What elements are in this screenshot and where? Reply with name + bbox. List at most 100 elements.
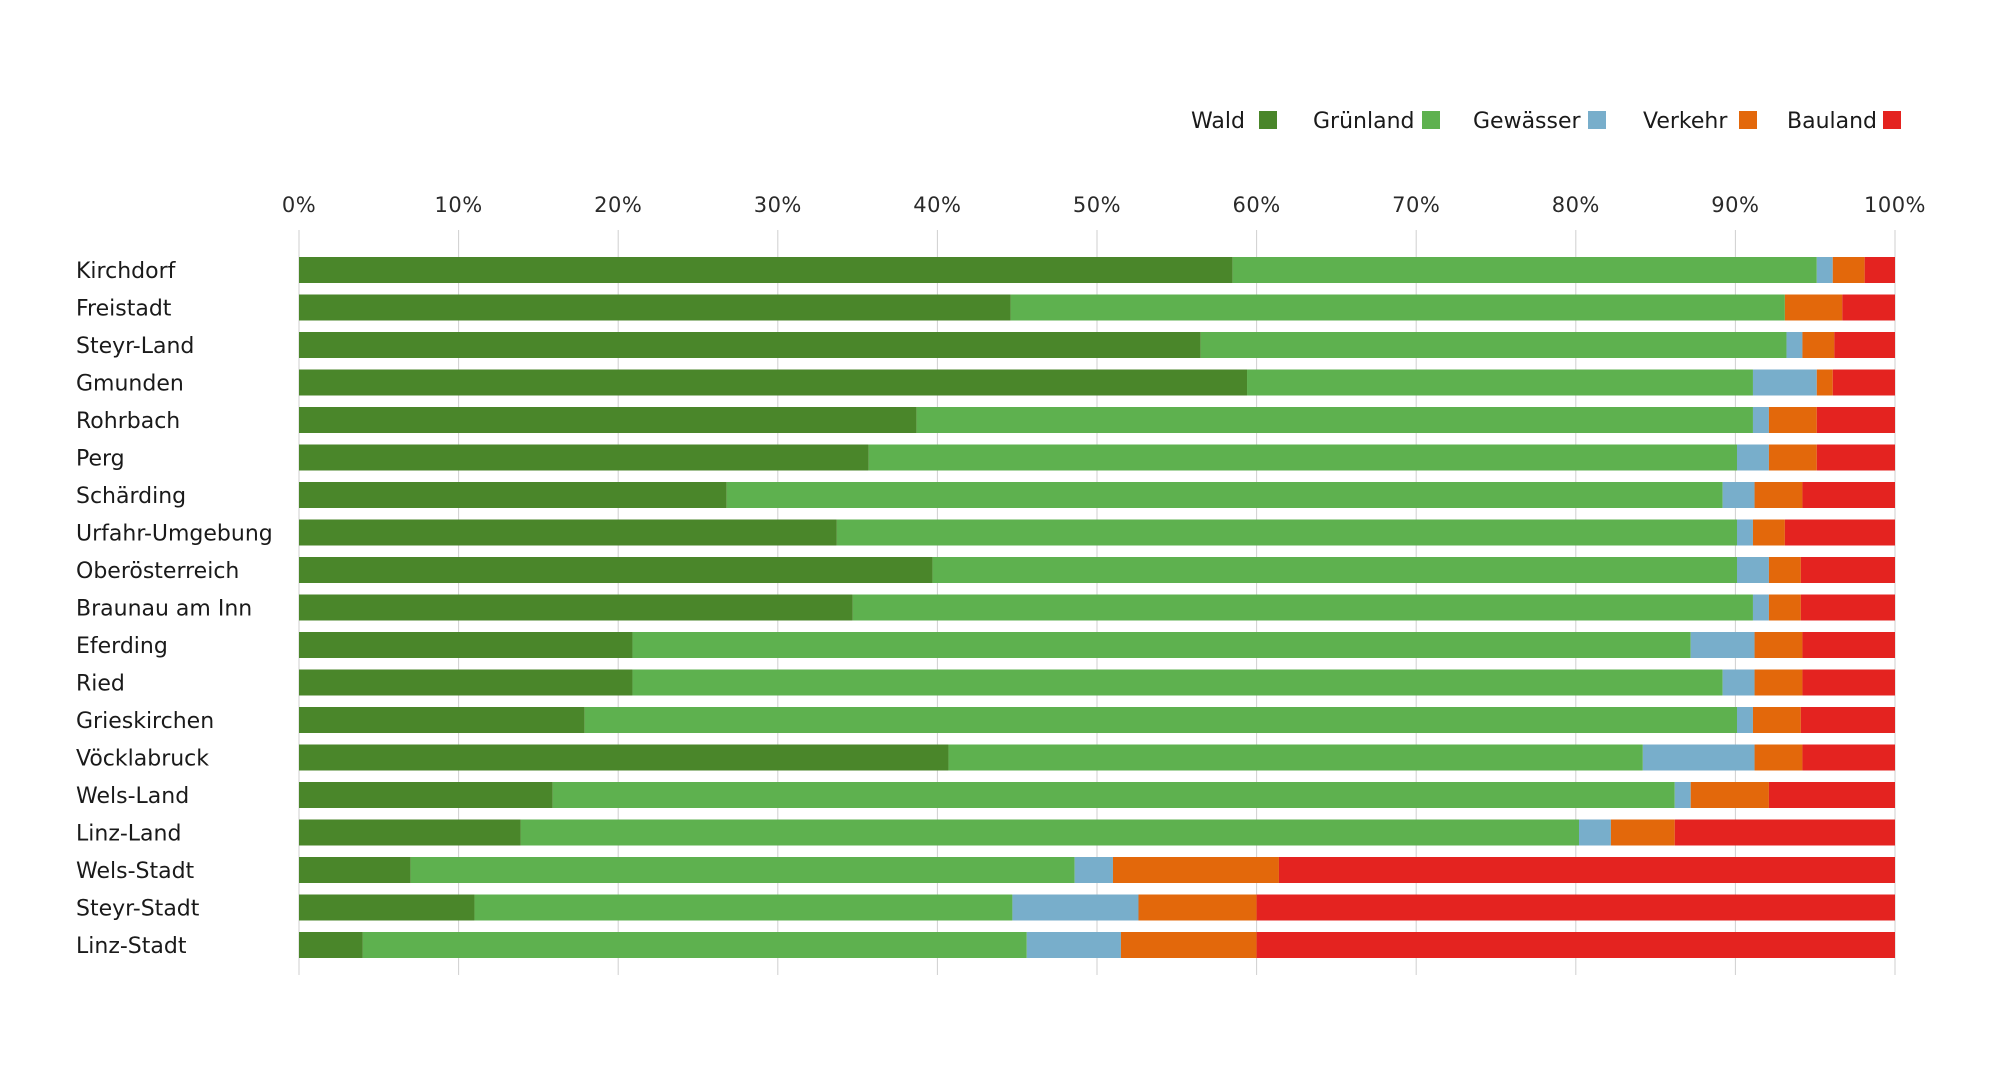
legend-swatch — [1588, 111, 1606, 129]
bar-segment — [852, 594, 1753, 621]
x-tick-label: 0% — [282, 193, 316, 217]
bar-segment — [1112, 857, 1279, 883]
x-tick-label: 80% — [1552, 193, 1600, 217]
x-tick-label: 10% — [435, 193, 483, 217]
category-label: Steyr-Stadt — [76, 897, 200, 922]
bar-segment — [299, 557, 933, 583]
bars — [299, 257, 1895, 958]
bar-segment — [299, 332, 1201, 358]
x-axis-ticks: 0% 10% 20% 30% 40% 50% 60% 70% 80% 90% 100% — [282, 193, 1926, 217]
bar-segment — [299, 257, 1233, 283]
bar-segment — [1842, 294, 1895, 321]
bar-segment — [1752, 594, 1769, 621]
bar-segment — [1802, 482, 1895, 508]
bar-segment — [584, 707, 1737, 733]
bar-segment — [1784, 294, 1843, 321]
category-label: Rohrbach — [76, 409, 180, 434]
bar-segment — [1800, 707, 1895, 733]
bar-segment — [1752, 519, 1785, 546]
bar-segment — [916, 407, 1753, 433]
bar-segment — [1802, 669, 1895, 696]
bar-segment — [1768, 782, 1895, 808]
bar-segment — [1256, 894, 1895, 921]
bar-segment — [362, 932, 1027, 958]
bar-segment — [299, 407, 917, 433]
legend-swatch — [1883, 111, 1901, 129]
bar-segment — [932, 557, 1737, 583]
bar-segment — [1074, 857, 1113, 883]
category-label: Perg — [76, 447, 125, 472]
bar-segment — [1247, 369, 1753, 396]
bar-segment — [1816, 257, 1833, 283]
legend-label: Bauland — [1787, 109, 1877, 134]
bar-segment — [1578, 819, 1611, 846]
bar-segment — [1026, 932, 1121, 958]
bar-segment — [1752, 707, 1801, 733]
category-label: Oberösterreich — [76, 559, 239, 584]
bar-segment — [1722, 669, 1755, 696]
bar-segment — [1752, 407, 1769, 433]
bar-segment — [1768, 444, 1817, 471]
bar-segment — [552, 782, 1675, 808]
bar-segment — [1012, 894, 1139, 921]
legend-swatch — [1422, 111, 1440, 129]
bar-segment — [1802, 332, 1835, 358]
x-tick-label: 40% — [913, 193, 961, 217]
bar-segment — [299, 594, 853, 621]
x-tick-label: 90% — [1711, 193, 1759, 217]
bar-segment — [299, 819, 521, 846]
bar-segment — [1816, 444, 1895, 471]
legend-label: Gewässer — [1473, 109, 1582, 134]
bar-segment — [1674, 782, 1691, 808]
bar-segment — [1800, 557, 1895, 583]
bar-segment — [1834, 332, 1895, 358]
legend-label: Grünland — [1313, 109, 1414, 134]
x-tick-label: 30% — [754, 193, 802, 217]
category-label: Grieskirchen — [76, 709, 214, 734]
bar-segment — [726, 482, 1723, 508]
bar-segment — [299, 294, 1011, 321]
bar-segment — [1768, 407, 1817, 433]
bar-segment — [1722, 482, 1755, 508]
x-tick-label: 70% — [1392, 193, 1440, 217]
legend-label: Verkehr — [1643, 109, 1728, 134]
bar-segment — [1800, 594, 1895, 621]
category-label: Linz-Land — [76, 822, 181, 847]
bar-segment — [1610, 819, 1675, 846]
bar-segment — [1816, 407, 1895, 433]
x-tick-label: 50% — [1073, 193, 1121, 217]
bar-segment — [836, 519, 1737, 546]
bar-segment — [1754, 482, 1803, 508]
bar-segment — [1752, 369, 1817, 396]
category-label: Kirchdorf — [76, 259, 177, 284]
bar-segment — [1802, 744, 1895, 771]
bar-segment — [1768, 557, 1801, 583]
legend-label: Wald — [1191, 109, 1245, 134]
bar-segment — [948, 744, 1643, 771]
bar-segment — [1736, 444, 1769, 471]
bar-segment — [1816, 369, 1833, 396]
bar-segment — [299, 744, 949, 771]
category-label: Eferding — [76, 634, 168, 659]
bar-segment — [299, 669, 633, 696]
bar-segment — [299, 894, 475, 921]
bar-segment — [299, 369, 1248, 396]
bar-segment — [1232, 257, 1817, 283]
bar-segment — [299, 444, 869, 471]
x-tick-label: 20% — [594, 193, 642, 217]
bar-segment — [1200, 332, 1787, 358]
bar-segment — [474, 894, 1013, 921]
bar-segment — [299, 482, 727, 508]
bar-segment — [1832, 257, 1865, 283]
bar-segment — [1278, 857, 1895, 883]
bar-segment — [299, 519, 837, 546]
category-label: Braunau am Inn — [76, 597, 252, 622]
bar-segment — [1138, 894, 1257, 921]
bar-segment — [1642, 744, 1755, 771]
x-tick-label: 60% — [1233, 193, 1281, 217]
category-labels: Kirchdorf Freistadt Steyr-Land Gmunden Rohrb… — [76, 259, 273, 959]
x-tick-label: 100% — [1864, 193, 1926, 217]
category-label: Wels-Stadt — [76, 859, 195, 884]
bar-segment — [299, 782, 553, 808]
